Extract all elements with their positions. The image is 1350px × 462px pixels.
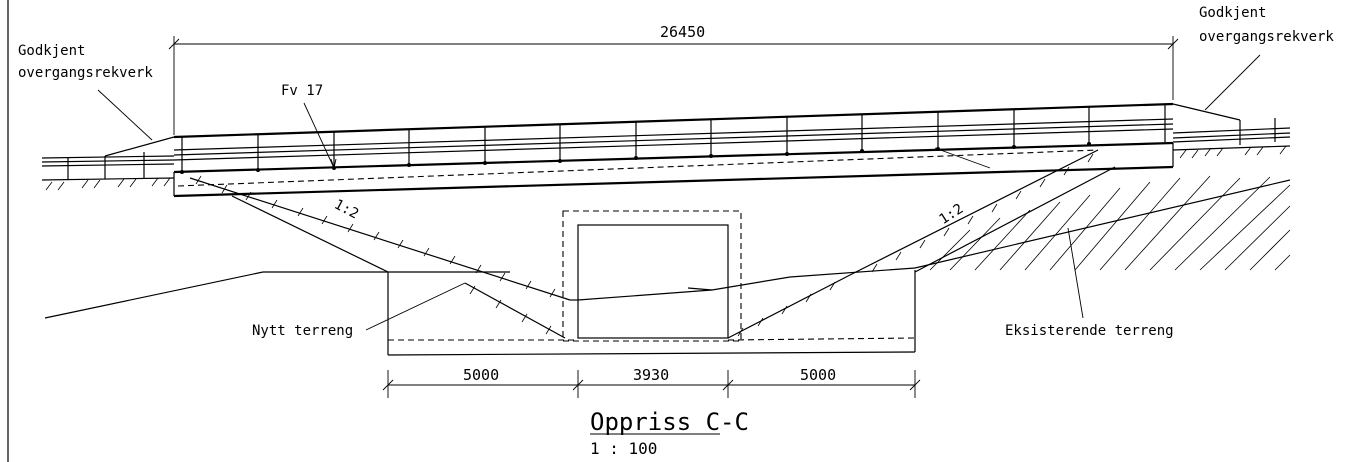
leader-road — [303, 102, 335, 169]
label-new-terrain: Nytt terreng — [252, 323, 353, 339]
terrain — [44, 175, 1291, 356]
embankment-left — [189, 175, 571, 339]
label-guardrail-right-line1: Godkjent — [1199, 5, 1266, 21]
label-slope-left: 1:2 — [331, 196, 361, 222]
bottom-dimensions: 5000 3930 5000 — [382, 366, 921, 398]
label-existing-terrain: Eksisterende terreng — [1005, 323, 1174, 339]
drawing-scale: 1 : 100 — [590, 439, 657, 458]
embankment-right — [727, 149, 1116, 339]
culvert — [562, 210, 742, 342]
leader-guardrail-left — [97, 89, 153, 141]
leader-guardrail-right — [1204, 54, 1261, 111]
dim-middle-span: 3930 — [633, 366, 669, 384]
label-guardrail-right-line2: overgangsrekverk — [1199, 29, 1334, 45]
leader-new-terrain — [365, 282, 466, 331]
label-road: Fv 17 — [281, 83, 323, 99]
overall-dimension: 26450 — [168, 23, 1179, 135]
overall-dimension-label: 26450 — [660, 23, 705, 41]
approach-right — [1172, 103, 1291, 159]
label-guardrail-left-line1: Godkjent — [18, 43, 85, 59]
label-guardrail-left-line2: overgangsrekverk — [18, 65, 153, 81]
drawing-title: Oppriss C-C — [590, 408, 749, 436]
bridge-deck — [173, 102, 1174, 198]
leader-existing-terrain — [1067, 227, 1084, 319]
dim-right-span: 5000 — [800, 366, 836, 384]
approach-left — [41, 136, 175, 191]
dim-left-span: 5000 — [463, 366, 499, 384]
railing-posts — [180, 104, 1166, 174]
